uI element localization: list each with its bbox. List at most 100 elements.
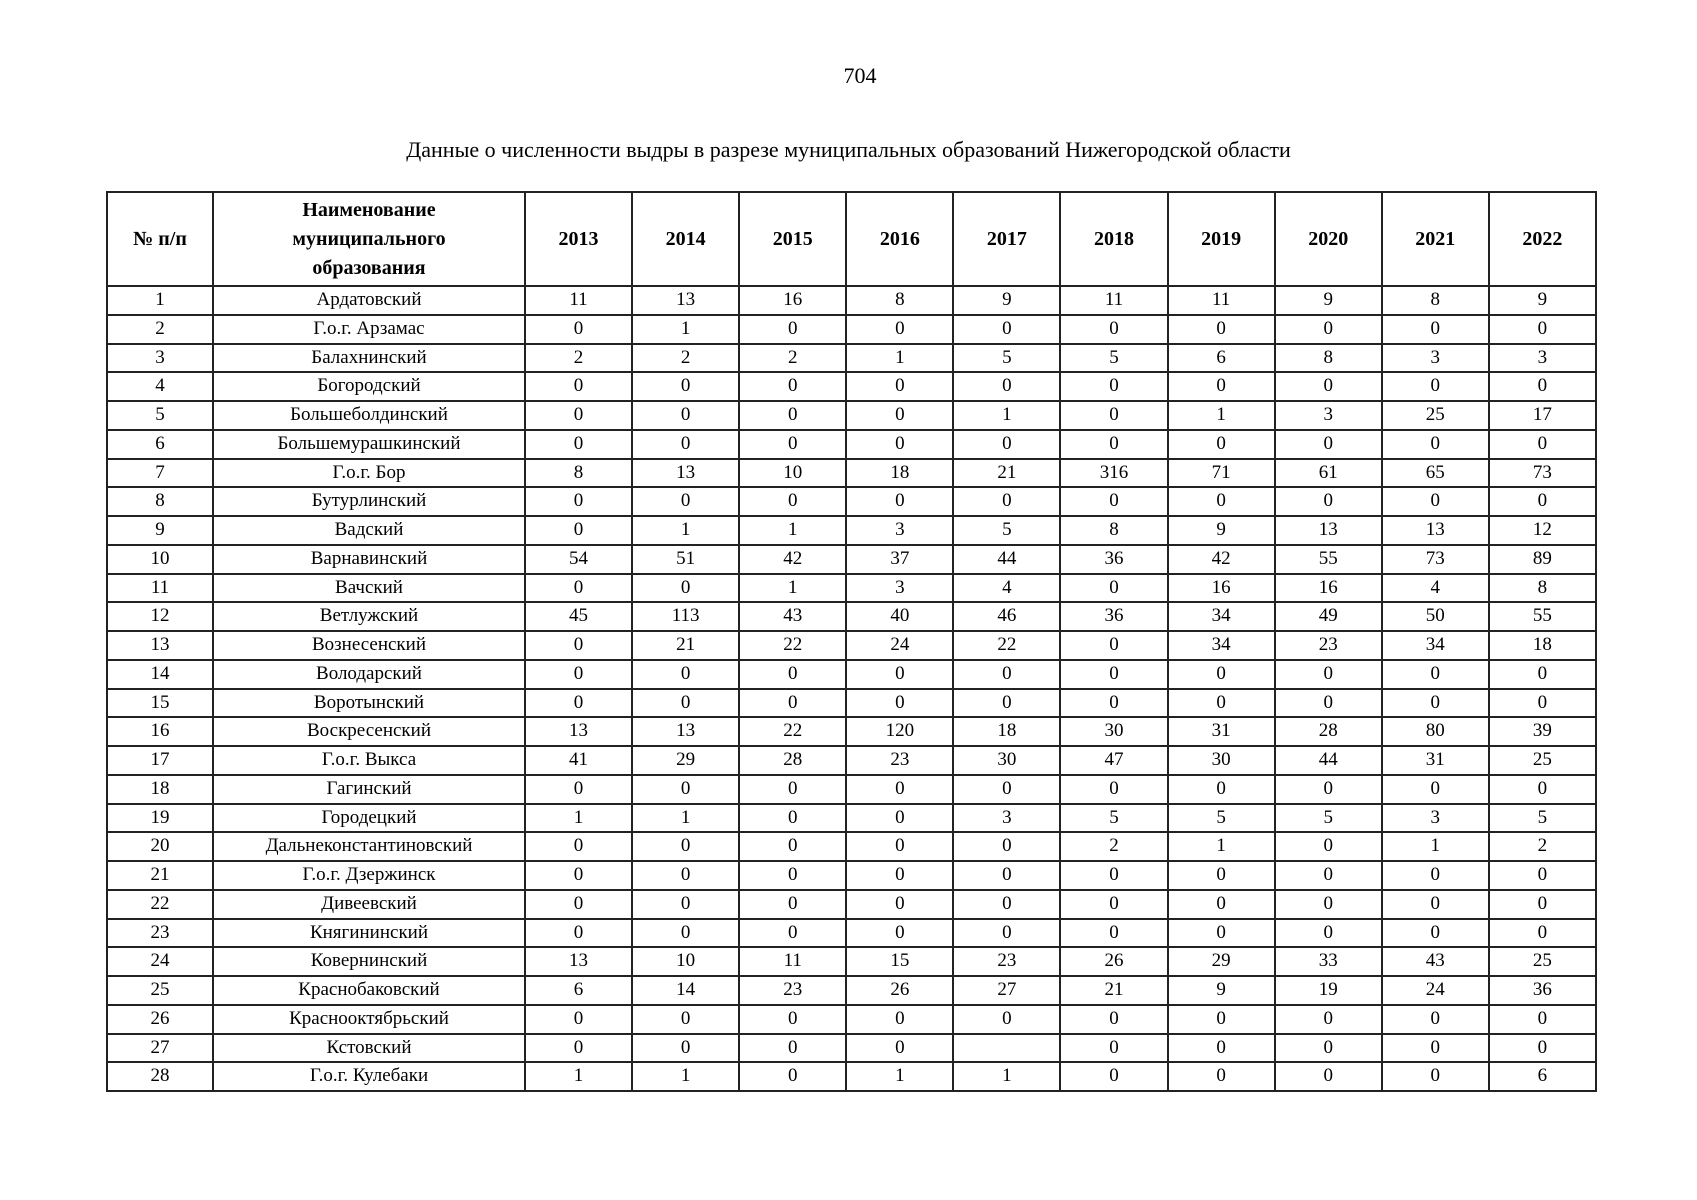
count-value-cell: 41 — [523, 745, 634, 776]
count-value-cell: 5 — [1166, 802, 1276, 834]
count-value-cell: 0 — [1166, 313, 1276, 345]
count-value-cell: 12 — [1487, 515, 1598, 546]
column-header-year: 2015 — [738, 191, 848, 287]
table-row: 8 Бутурлинский 0 0 0 0 0 0 0 0 0 0 — [106, 486, 1598, 517]
municipality-name-cell: Гагинский — [212, 773, 526, 805]
count-value-cell: 0 — [952, 1003, 1062, 1035]
column-header-year: 2019 — [1166, 191, 1276, 287]
count-value-cell: 0 — [1380, 1003, 1490, 1035]
column-header-year: 2021 — [1380, 191, 1490, 287]
count-value-cell: 0 — [1380, 687, 1490, 719]
count-value-cell: 31 — [1166, 716, 1276, 747]
count-value-cell: 8 — [1487, 572, 1598, 604]
count-value-cell: 0 — [523, 630, 634, 661]
count-value-cell: 2 — [1487, 831, 1598, 862]
count-value-cell: 0 — [845, 658, 955, 690]
count-value-cell: 0 — [1166, 486, 1276, 517]
count-value-cell: 0 — [1166, 1032, 1276, 1064]
count-value-cell: 0 — [1166, 888, 1276, 920]
table-row: 11 Вачский 0 0 1 3 4 0 16 16 4 8 — [106, 572, 1598, 604]
count-value-cell: 0 — [738, 773, 848, 805]
municipality-name-cell: Бутурлинский — [212, 486, 526, 517]
count-value-cell: 1 — [952, 1061, 1062, 1092]
count-value-cell: 1 — [523, 802, 634, 834]
count-value-cell: 1 — [845, 1061, 955, 1092]
count-value-cell: 0 — [1273, 486, 1383, 517]
count-value-cell: 26 — [845, 975, 955, 1006]
table-row: 1 Ардатовский 11 13 16 8 9 11 11 9 8 9 — [106, 285, 1598, 316]
count-value-cell: 0 — [845, 486, 955, 517]
count-value-cell: 2 — [523, 342, 634, 374]
count-value-cell: 0 — [1487, 658, 1598, 690]
count-value-cell: 21 — [631, 630, 741, 661]
count-value-cell: 28 — [1273, 716, 1383, 747]
count-value-cell: 0 — [1166, 687, 1276, 719]
count-value-cell: 0 — [738, 1061, 848, 1092]
count-value-cell: 0 — [1166, 860, 1276, 891]
count-value-cell: 0 — [1059, 1061, 1169, 1092]
row-number-cell: 2 — [106, 313, 214, 345]
count-value-cell: 47 — [1059, 745, 1169, 776]
count-value-cell: 1 — [1166, 831, 1276, 862]
table-row: 13 Вознесенский 0 21 22 24 22 0 34 23 34 18 — [106, 630, 1598, 661]
count-value-cell: 0 — [952, 313, 1062, 345]
count-value-cell: 0 — [523, 400, 634, 431]
count-value-cell: 15 — [845, 946, 955, 977]
count-value-cell: 0 — [952, 831, 1062, 862]
count-value-cell: 3 — [1380, 802, 1490, 834]
count-value-cell: 22 — [952, 630, 1062, 661]
column-header-year: 2018 — [1059, 191, 1169, 287]
count-value-cell: 29 — [631, 745, 741, 776]
count-value-cell: 0 — [631, 1003, 741, 1035]
count-value-cell: 0 — [845, 1032, 955, 1064]
table-row: 26 Краснооктябрьский 0 0 0 0 0 0 0 0 0 0 — [106, 1003, 1598, 1035]
count-value-cell: 0 — [1487, 1003, 1598, 1035]
municipality-name-cell: Городецкий — [212, 802, 526, 834]
count-value-cell: 0 — [1059, 572, 1169, 604]
count-value-cell: 2 — [738, 342, 848, 374]
table-row: 28 Г.о.г. Кулебаки 1 1 0 1 1 0 0 0 0 6 — [106, 1061, 1598, 1092]
municipality-name-cell: Г.о.г. Выкса — [212, 745, 526, 776]
municipality-name-cell: Богородский — [212, 371, 526, 402]
row-number-cell: 6 — [106, 428, 214, 460]
municipality-name-cell: Ветлужский — [212, 601, 526, 632]
count-value-cell: 0 — [523, 658, 634, 690]
count-value-cell: 0 — [1380, 1061, 1490, 1092]
count-value-cell: 0 — [1273, 1061, 1383, 1092]
count-value-cell: 16 — [1273, 572, 1383, 604]
count-value-cell: 46 — [952, 601, 1062, 632]
count-value-cell: 73 — [1487, 457, 1598, 489]
count-value-cell: 0 — [1273, 687, 1383, 719]
table-row: 14 Володарский 0 0 0 0 0 0 0 0 0 0 — [106, 658, 1598, 690]
count-value-cell: 22 — [738, 630, 848, 661]
count-value-cell: 51 — [631, 543, 741, 575]
municipality-name-cell: Балахнинский — [212, 342, 526, 374]
municipality-name-cell: Ковернинский — [212, 946, 526, 977]
count-value-cell: 34 — [1380, 630, 1490, 661]
count-value-cell: 5 — [952, 515, 1062, 546]
count-value-cell — [952, 1032, 1062, 1064]
count-value-cell: 6 — [1166, 342, 1276, 374]
count-value-cell: 55 — [1273, 543, 1383, 575]
count-value-cell: 0 — [631, 831, 741, 862]
count-value-cell: 11 — [1166, 285, 1276, 316]
count-value-cell: 22 — [738, 716, 848, 747]
count-value-cell: 16 — [1166, 572, 1276, 604]
count-value-cell: 13 — [523, 716, 634, 747]
row-number-cell: 8 — [106, 486, 214, 517]
table-row: 15 Воротынский 0 0 0 0 0 0 0 0 0 0 — [106, 687, 1598, 719]
count-value-cell: 0 — [845, 371, 955, 402]
count-value-cell: 0 — [1273, 831, 1383, 862]
row-number-cell: 18 — [106, 773, 214, 805]
count-value-cell: 45 — [523, 601, 634, 632]
count-value-cell: 11 — [738, 946, 848, 977]
count-value-cell: 0 — [1059, 371, 1169, 402]
row-number-cell: 14 — [106, 658, 214, 690]
count-value-cell: 13 — [1273, 515, 1383, 546]
count-value-cell: 3 — [952, 802, 1062, 834]
count-value-cell: 8 — [845, 285, 955, 316]
otter-population-table: № п/п Наименование муниципального образов… — [106, 191, 1598, 1092]
municipality-name-cell: Воротынский — [212, 687, 526, 719]
count-value-cell: 0 — [1487, 687, 1598, 719]
municipality-name-cell: Варнавинский — [212, 543, 526, 575]
